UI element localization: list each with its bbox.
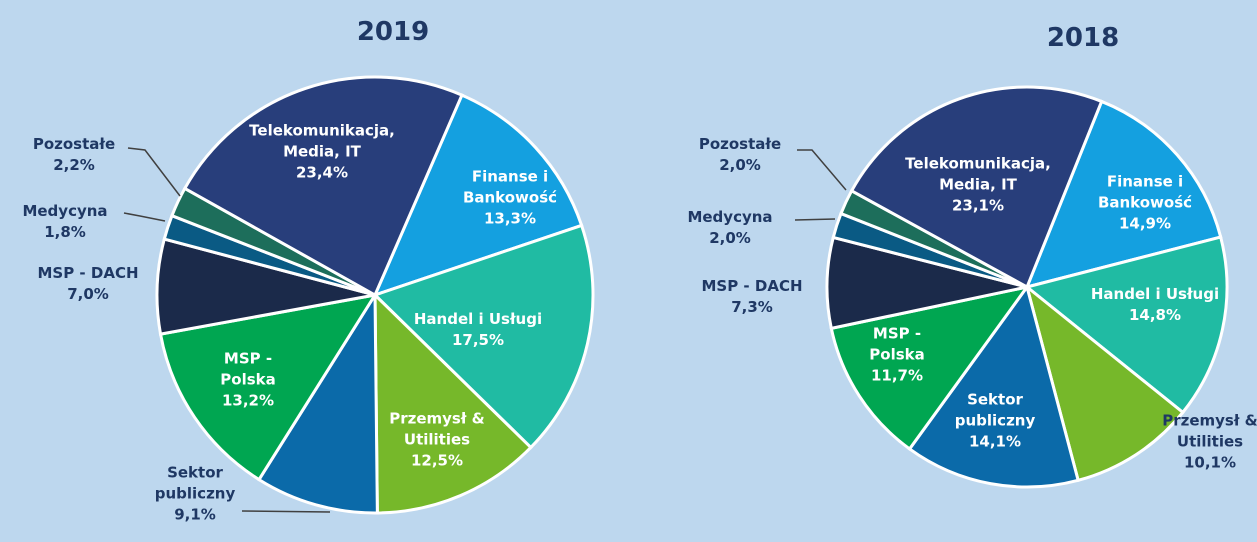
category-label: Pozostałe	[32, 135, 116, 153]
category-label: MSP - DACH	[37, 264, 139, 282]
leader-line	[241, 510, 331, 513]
slice-label: Finanse i Bankowość 14,9%	[1090, 172, 1200, 235]
slice-label: Handel i Usługi 14,8%	[1070, 284, 1240, 326]
category-label: Finanse i Bankowość	[462, 167, 558, 207]
category-label: MSP - Polska	[869, 324, 925, 364]
value-label: 14,9%	[1118, 214, 1172, 233]
value-label: 17,5%	[451, 331, 505, 349]
value-label: 23,4%	[295, 163, 349, 182]
category-label: Przemysł & Utilities	[389, 409, 485, 449]
slice-label: Pozostałe 2,0%	[680, 134, 800, 176]
value-label: 14,1%	[968, 432, 1022, 451]
category-label: Sektor publiczny	[154, 463, 236, 503]
slice-label: Handel i Usługi 17,5%	[393, 309, 563, 351]
slice-label: Telekomunikacja, Media, IT 23,4%	[242, 121, 402, 184]
value-label: 2,0%	[719, 156, 761, 174]
slice-label: Sektor publiczny 14,1%	[945, 390, 1045, 453]
leader-line	[794, 218, 836, 221]
value-label: 2,2%	[53, 156, 95, 174]
value-label: 7,3%	[731, 298, 773, 316]
value-label: 2,0%	[709, 229, 751, 247]
slice-label: Finanse i Bankowość 13,3%	[455, 167, 565, 230]
pie-slice	[372, 93, 584, 298]
pie-slice	[1024, 99, 1223, 290]
leader-line	[797, 149, 847, 191]
value-label: 13,3%	[483, 209, 537, 228]
slice-label: Pozostałe 2,2%	[14, 134, 134, 176]
value-label: 11,7%	[870, 366, 924, 385]
pie-slice	[907, 283, 1080, 489]
category-label: Sektor publiczny	[954, 390, 1036, 430]
slice-label: Medycyna 1,8%	[10, 201, 120, 243]
leader-line	[127, 147, 181, 197]
slice-label: Telekomunikacja, Media, IT 23,1%	[898, 154, 1058, 217]
slice-label: MSP - Polska 13,2%	[213, 349, 283, 412]
category-label: Pozostałe	[698, 135, 782, 153]
category-label: Telekomunikacja, Media, IT	[905, 154, 1051, 194]
category-label: Medycyna	[687, 208, 773, 226]
pie-slice	[829, 284, 1031, 452]
pie-slice	[849, 85, 1104, 290]
pie-slice	[1023, 235, 1229, 415]
slice-label: Medycyna 2,0%	[675, 207, 785, 249]
value-label: 9,1%	[174, 505, 216, 524]
category-label: MSP - DACH	[701, 277, 803, 295]
slice-label: Sektor publiczny 9,1%	[145, 463, 245, 526]
category-label: Handel i Usługi	[413, 310, 543, 328]
category-label: MSP - Polska	[220, 349, 276, 389]
value-label: 14,8%	[1128, 306, 1182, 324]
slice-label: Przemysł & Utilities 10,1%	[1155, 411, 1257, 474]
pie-slice	[372, 223, 595, 450]
category-label: Medycyna	[22, 202, 108, 220]
slice-label: MSP - DACH 7,0%	[18, 263, 158, 305]
slice-label: MSP - Polska 11,7%	[862, 324, 932, 387]
category-label: Przemysł & Utilities	[1162, 411, 1257, 451]
category-label: Finanse i Bankowość	[1097, 172, 1193, 212]
chart-title: 2019	[356, 17, 430, 47]
pie-slice	[256, 289, 379, 515]
value-label: 12,5%	[410, 451, 464, 470]
value-label: 13,2%	[221, 391, 275, 410]
chart-title: 2018	[1046, 23, 1120, 53]
category-label: Handel i Usługi	[1090, 285, 1220, 303]
pie-slice	[373, 291, 533, 515]
value-label: 10,1%	[1183, 453, 1237, 472]
value-label: 23,1%	[951, 196, 1005, 215]
leader-line	[123, 212, 166, 222]
pie-slice	[182, 75, 464, 298]
slice-label: Przemysł & Utilities 12,5%	[382, 409, 492, 472]
category-label: Telekomunikacja, Media, IT	[249, 121, 395, 161]
pie-slice	[158, 292, 379, 482]
value-label: 1,8%	[44, 223, 86, 241]
slice-label: MSP - DACH 7,3%	[682, 276, 822, 318]
value-label: 7,0%	[67, 285, 109, 303]
